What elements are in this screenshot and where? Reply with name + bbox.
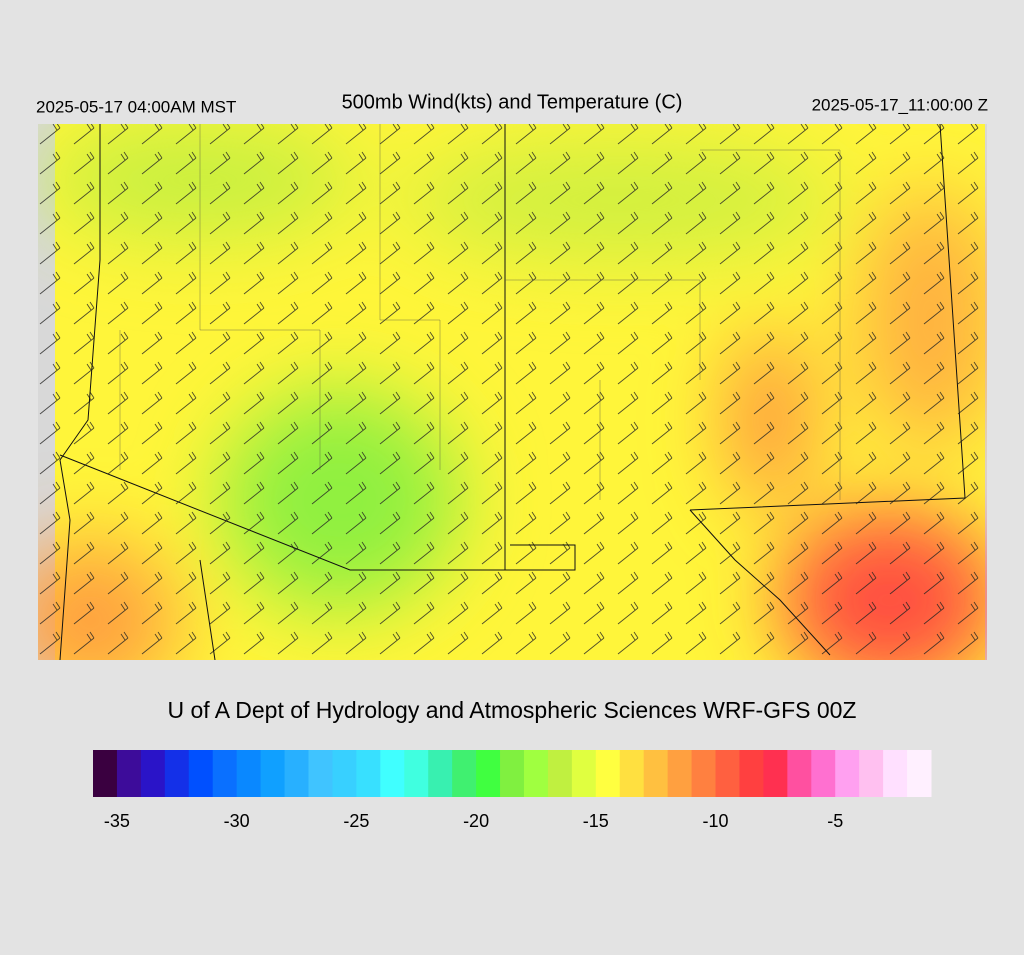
colorbar-cell — [571, 750, 597, 797]
colorbar-cell — [739, 750, 764, 797]
colorbar-cell — [691, 750, 717, 797]
colorbar-cell — [547, 750, 573, 797]
colorbar-cell — [116, 750, 142, 797]
colorbar-cell — [380, 750, 405, 797]
colorbar-tick-label: -10 — [703, 811, 729, 831]
colorbar-cell — [404, 750, 429, 797]
local-time: 2025-05-17 04:00AM MST — [36, 97, 236, 116]
colorbar-cell — [236, 750, 262, 797]
colorbar-cell — [787, 750, 812, 797]
colorbar-tick-label: -20 — [463, 811, 489, 831]
colorbar: -35 -30 -25 -20 -15 -10 -5 — [93, 750, 932, 831]
colorbar-cell — [284, 750, 309, 797]
colorbar-cell — [523, 750, 549, 797]
map — [38, 124, 987, 660]
colorbar-cell — [93, 750, 118, 797]
colorbar-cell — [835, 750, 860, 797]
colorbar-tick-label: -5 — [827, 811, 843, 831]
colorbar-cell — [428, 750, 453, 797]
colorbar-cell — [859, 750, 884, 797]
colorbar-cell — [811, 750, 836, 797]
colorbar-cell — [140, 750, 166, 797]
colorbar-cell — [595, 750, 621, 797]
colorbar-cell — [260, 750, 286, 797]
colorbar-cell — [715, 750, 740, 797]
colorbar-tick-label: -30 — [224, 811, 250, 831]
colorbar-tick-label: -35 — [104, 811, 130, 831]
utc-time: 2025-05-17_11:00:00 Z — [812, 95, 988, 114]
colorbar-cell — [212, 750, 238, 797]
colorbar-cell — [452, 750, 477, 797]
colorbar-cell — [643, 750, 669, 797]
colorbar-tick-label: -15 — [583, 811, 609, 831]
map-title: 500mb Wind(kts) and Temperature (C) — [342, 91, 683, 113]
colorbar-cell — [164, 750, 190, 797]
colorbar-cell — [883, 750, 908, 797]
colorbar-cell — [188, 750, 214, 797]
colorbar-cell — [332, 750, 357, 797]
colorbar-cell — [476, 750, 501, 797]
colorbar-cell — [500, 750, 525, 797]
credit: U of A Dept of Hydrology and Atmospheric… — [167, 697, 856, 723]
colorbar-cell — [308, 750, 333, 797]
colorbar-tick-label: -25 — [343, 811, 369, 831]
colorbar-cell — [619, 750, 645, 797]
colorbar-cell — [907, 750, 932, 797]
colorbar-cell — [763, 750, 788, 797]
colorbar-cell — [667, 750, 693, 797]
colorbar-cell — [356, 750, 381, 797]
